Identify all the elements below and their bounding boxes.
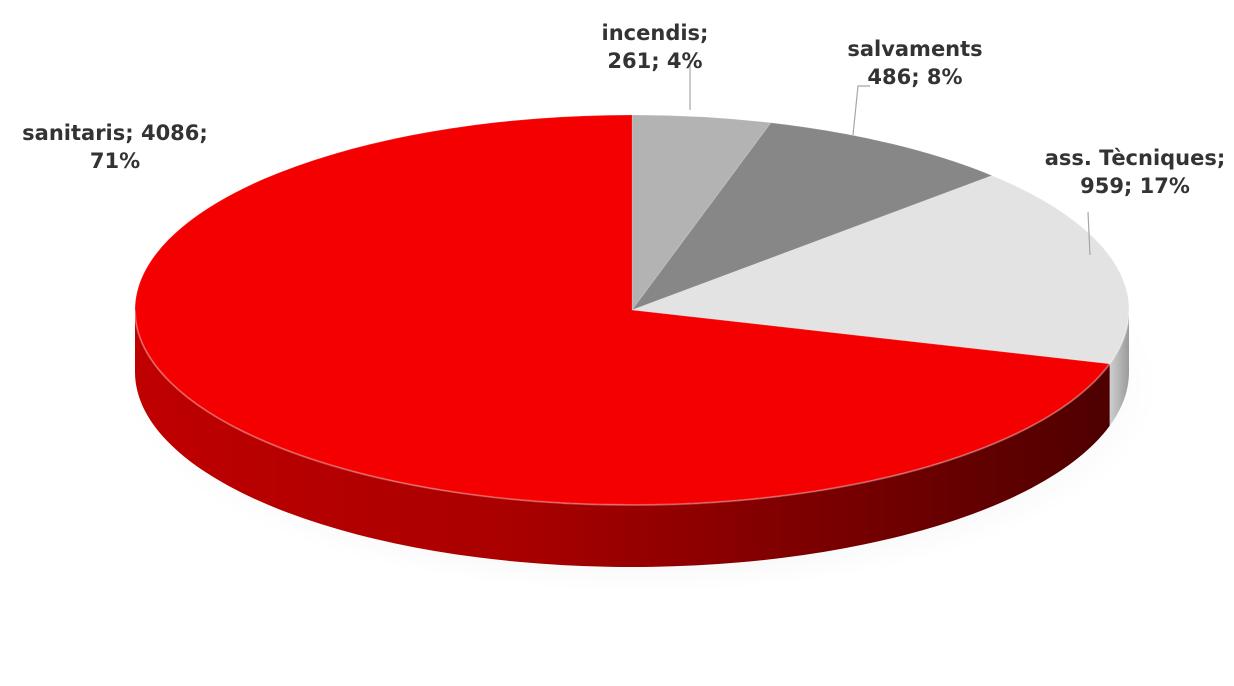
data-label-incendis: incendis; 261; 4%: [602, 21, 709, 73]
pie-side-sanitaris: [135, 310, 1110, 567]
data-label-line: ass. Tècniques;: [1045, 146, 1226, 170]
data-label-line: 486; 8%: [867, 65, 962, 89]
pie-slice-ass-t-cniques: [631, 175, 1130, 365]
data-label-line: salvaments: [847, 37, 982, 61]
data-label-ass-t-cniques: ass. Tècniques; 959; 17%: [1045, 146, 1226, 198]
pie-slice-incendis: [631, 114, 772, 312]
data-label-line: sanitaris; 4086;: [22, 121, 208, 145]
data-label-line: 261; 4%: [607, 49, 702, 73]
leader-line-salvaments: [852, 85, 870, 136]
leader-line-ass-t-cniques: [1087, 211, 1091, 256]
data-label-sanitaris: sanitaris; 4086; 71%: [22, 121, 208, 173]
data-label-line: incendis;: [602, 21, 709, 45]
pie-rim-highlight: [134, 309, 1130, 506]
data-label-line: 71%: [90, 149, 140, 173]
pie-slice-salvaments: [630, 122, 994, 312]
pie-slice-sanitaris: [134, 114, 1111, 506]
pie-side-ass-t-cniques: [1109, 310, 1129, 426]
data-label-line: 959; 17%: [1080, 174, 1190, 198]
data-label-salvaments: salvaments 486; 8%: [847, 37, 982, 89]
